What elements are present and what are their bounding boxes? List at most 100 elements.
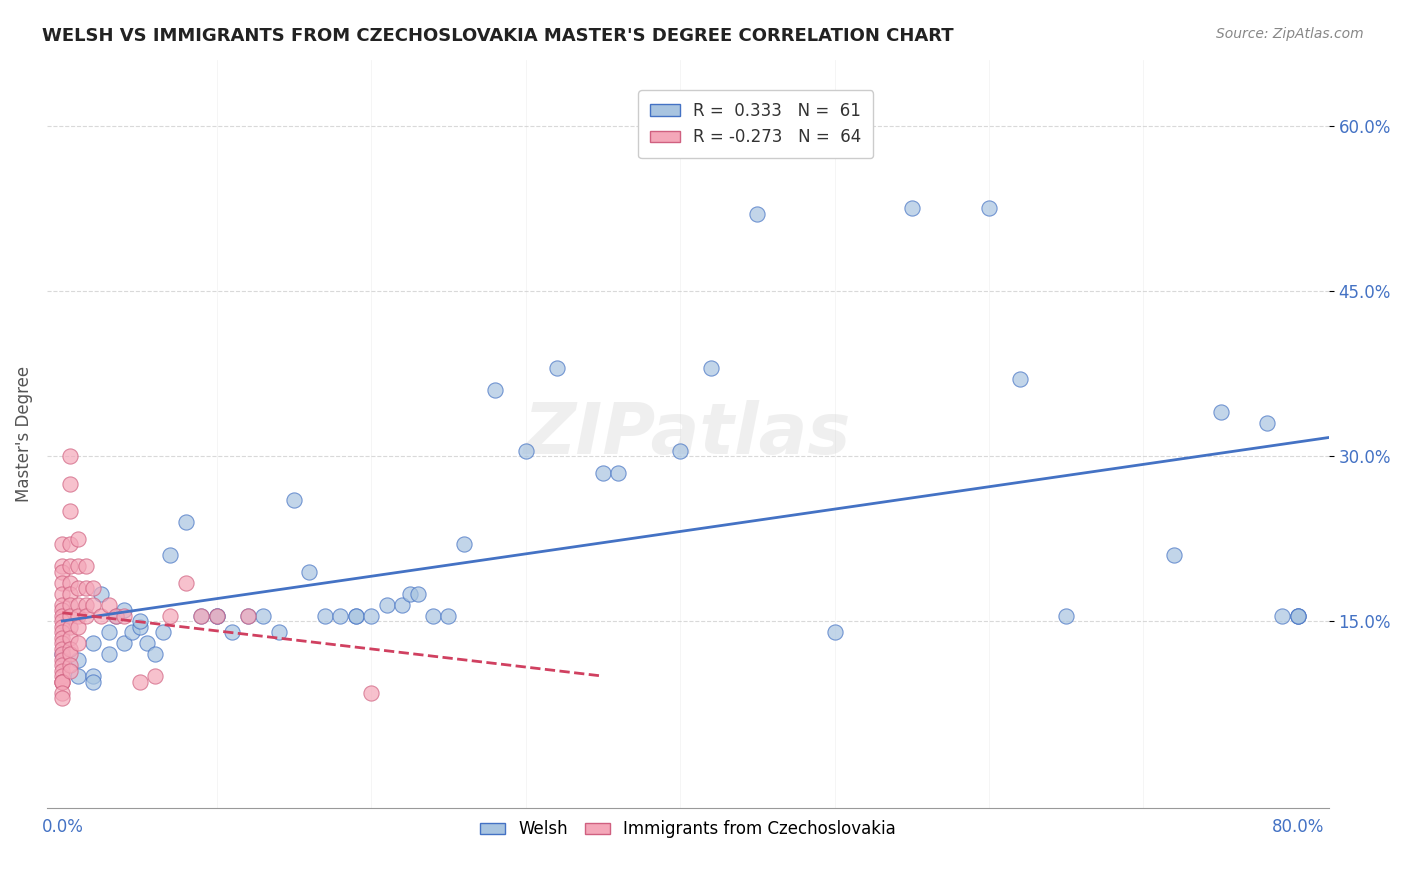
Point: [82, 674, 104, 689]
Point: [143, 669, 166, 683]
Point: [66, 598, 89, 612]
Point: [51, 603, 73, 617]
Point: [66, 636, 89, 650]
Point: [66, 653, 89, 667]
Point: [344, 608, 367, 623]
Point: [51, 647, 73, 661]
Point: [422, 608, 444, 623]
Point: [1209, 405, 1232, 419]
Point: [112, 636, 135, 650]
Point: [59, 664, 82, 678]
Point: [1286, 608, 1309, 623]
Point: [66, 608, 89, 623]
Point: [51, 664, 73, 678]
Point: [128, 614, 150, 628]
Point: [59, 608, 82, 623]
Point: [298, 565, 321, 579]
Point: [51, 598, 73, 612]
Point: [375, 598, 398, 612]
Point: [75, 598, 97, 612]
Point: [515, 443, 537, 458]
Point: [66, 581, 89, 595]
Point: [236, 608, 259, 623]
Point: [75, 581, 97, 595]
Point: [66, 559, 89, 574]
Point: [75, 559, 97, 574]
Point: [66, 620, 89, 634]
Point: [143, 647, 166, 661]
Point: [453, 537, 475, 551]
Point: [484, 383, 506, 397]
Point: [360, 686, 382, 700]
Point: [283, 493, 305, 508]
Point: [406, 587, 429, 601]
Point: [190, 608, 212, 623]
Point: [51, 674, 73, 689]
Text: WELSH VS IMMIGRANTS FROM CZECHOSLOVAKIA MASTER'S DEGREE CORRELATION CHART: WELSH VS IMMIGRANTS FROM CZECHOSLOVAKIA …: [42, 27, 953, 45]
Text: ZIPatlas: ZIPatlas: [524, 400, 852, 468]
Point: [391, 598, 413, 612]
Point: [82, 598, 104, 612]
Point: [205, 608, 228, 623]
Point: [112, 608, 135, 623]
Point: [592, 466, 614, 480]
Point: [252, 608, 274, 623]
Point: [51, 674, 73, 689]
Point: [747, 207, 769, 221]
Point: [190, 608, 212, 623]
Point: [75, 608, 97, 623]
Point: [267, 625, 290, 640]
Point: [59, 537, 82, 551]
Point: [59, 587, 82, 601]
Point: [105, 608, 128, 623]
Point: [51, 674, 73, 689]
Point: [59, 504, 82, 518]
Point: [51, 614, 73, 628]
Point: [152, 625, 174, 640]
Point: [1054, 608, 1077, 623]
Point: [700, 360, 723, 375]
Point: [97, 598, 120, 612]
Point: [97, 647, 120, 661]
Point: [82, 636, 104, 650]
Point: [174, 515, 197, 529]
Point: [51, 641, 73, 656]
Point: [236, 608, 259, 623]
Point: [607, 466, 630, 480]
Point: [900, 201, 922, 215]
Point: [1271, 608, 1294, 623]
Point: [360, 608, 382, 623]
Point: [59, 658, 82, 673]
Point: [51, 691, 73, 706]
Point: [51, 658, 73, 673]
Point: [977, 201, 1000, 215]
Point: [51, 587, 73, 601]
Point: [205, 608, 228, 623]
Point: [314, 608, 336, 623]
Point: [1008, 372, 1031, 386]
Legend: Welsh, Immigrants from Czechoslovakia: Welsh, Immigrants from Czechoslovakia: [474, 814, 903, 845]
Point: [51, 537, 73, 551]
Point: [59, 620, 82, 634]
Point: [221, 625, 243, 640]
Point: [1256, 416, 1278, 430]
Point: [344, 608, 367, 623]
Point: [51, 636, 73, 650]
Point: [329, 608, 352, 623]
Point: [66, 669, 89, 683]
Point: [59, 575, 82, 590]
Point: [90, 587, 112, 601]
Point: [51, 625, 73, 640]
Point: [1163, 548, 1185, 562]
Point: [437, 608, 460, 623]
Y-axis label: Master's Degree: Master's Degree: [15, 366, 32, 502]
Point: [59, 598, 82, 612]
Point: [128, 674, 150, 689]
Point: [90, 608, 112, 623]
Text: Source: ZipAtlas.com: Source: ZipAtlas.com: [1216, 27, 1364, 41]
Point: [59, 559, 82, 574]
Point: [51, 686, 73, 700]
Point: [59, 647, 82, 661]
Point: [51, 669, 73, 683]
Point: [159, 608, 181, 623]
